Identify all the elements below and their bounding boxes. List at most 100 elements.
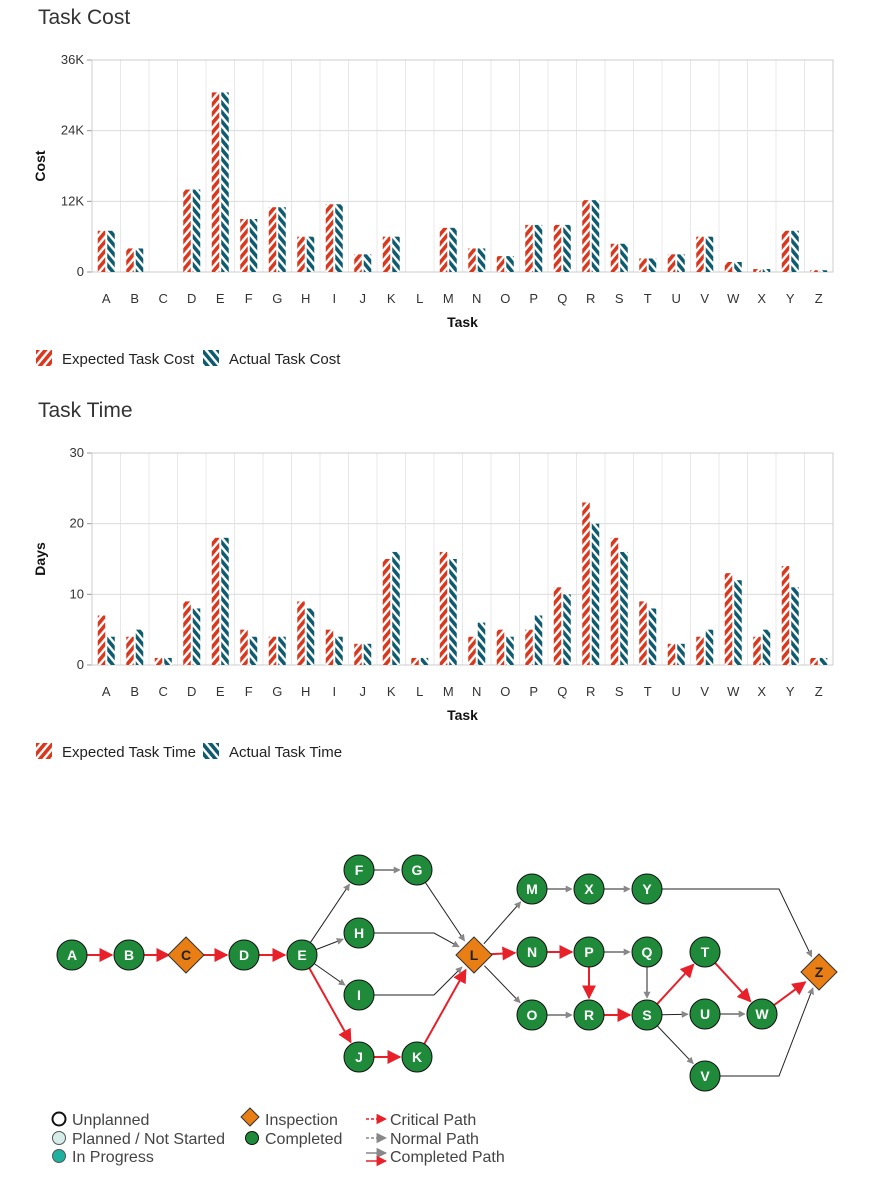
time-bar-expected[interactable] [97, 615, 106, 665]
cost-bar-actual[interactable] [734, 261, 742, 272]
cost-bar-actual[interactable] [278, 207, 286, 272]
time-bar-expected[interactable] [753, 636, 761, 665]
cost-bar-actual[interactable] [449, 227, 457, 272]
time-bar-expected[interactable] [696, 636, 704, 665]
time-bar-actual[interactable] [363, 643, 372, 665]
time-bar-actual[interactable] [449, 559, 457, 665]
time-bar-expected[interactable] [126, 636, 134, 665]
time-bar-actual[interactable] [791, 587, 799, 665]
cost-legend-swatch-1[interactable] [203, 350, 219, 366]
node-G[interactable]: G [401, 854, 433, 886]
cost-bar-expected[interactable] [382, 236, 391, 272]
edge-E-J[interactable] [308, 967, 352, 1044]
cost-bar-expected[interactable] [667, 254, 676, 272]
node-M[interactable]: M [516, 873, 548, 905]
cost-bar-expected[interactable] [97, 230, 106, 272]
cost-bar-actual[interactable] [249, 219, 258, 272]
time-bar-expected[interactable] [582, 502, 590, 665]
node-R[interactable]: R [573, 999, 605, 1031]
cost-bar-actual[interactable] [221, 92, 229, 272]
edge-E-F[interactable] [309, 883, 350, 943]
cost-bar-expected[interactable] [525, 224, 533, 272]
time-legend-label-1[interactable]: Actual Task Time [229, 744, 342, 761]
time-bar-expected[interactable] [610, 537, 619, 665]
cost-bar-expected[interactable] [553, 224, 562, 272]
node-N[interactable]: N [516, 936, 548, 968]
cost-bar-expected[interactable] [240, 219, 248, 272]
cost-bar-expected[interactable] [781, 230, 790, 272]
cost-legend-label-0[interactable]: Expected Task Cost [62, 351, 195, 368]
cost-bar-expected[interactable] [468, 248, 476, 272]
cost-bar-actual[interactable] [648, 258, 657, 272]
time-bar-expected[interactable] [354, 643, 362, 665]
node-X[interactable]: X [573, 873, 605, 905]
node-H[interactable]: H [343, 917, 375, 949]
node-O[interactable]: O [516, 999, 548, 1031]
edge-E-H[interactable] [315, 938, 344, 951]
edge-E-I[interactable] [313, 963, 346, 986]
time-bar-actual[interactable] [135, 629, 144, 665]
cost-bar-actual[interactable] [791, 230, 799, 272]
edge-L-N[interactable] [488, 946, 517, 961]
node-L[interactable]: L [455, 936, 493, 974]
edge-W-Z[interactable] [773, 981, 807, 1006]
time-bar-expected[interactable] [525, 629, 533, 665]
node-E[interactable]: E [286, 939, 318, 971]
cost-bar-actual[interactable] [591, 200, 600, 272]
time-bar-actual[interactable] [221, 537, 229, 665]
cost-bar-expected[interactable] [496, 256, 505, 272]
cost-bar-actual[interactable] [363, 254, 372, 272]
time-bar-expected[interactable] [439, 551, 448, 665]
edge-G-L[interactable] [424, 882, 465, 942]
time-bar-actual[interactable] [677, 643, 685, 665]
cost-bar-expected[interactable] [268, 207, 277, 272]
cost-bar-expected[interactable] [639, 258, 647, 272]
cost-bar-expected[interactable] [610, 243, 619, 272]
time-bar-actual[interactable] [534, 615, 543, 665]
edge-V-Z[interactable] [720, 987, 814, 1077]
time-bar-actual[interactable] [278, 636, 286, 665]
time-bar-expected[interactable] [553, 587, 562, 665]
time-bar-actual[interactable] [591, 523, 600, 665]
time-bar-expected[interactable] [154, 657, 163, 665]
time-bar-expected[interactable] [268, 636, 277, 665]
node-A[interactable]: A [56, 939, 88, 971]
time-bar-expected[interactable] [325, 629, 334, 665]
time-bar-actual[interactable] [306, 608, 315, 665]
node-I[interactable]: I [343, 979, 375, 1011]
node-K[interactable]: K [401, 1041, 433, 1073]
time-bar-actual[interactable] [192, 608, 201, 665]
edge-T-W[interactable] [714, 962, 752, 1003]
time-bar-actual[interactable] [620, 551, 628, 665]
cost-bar-actual[interactable] [477, 248, 486, 272]
cost-bar-expected[interactable] [211, 92, 220, 272]
time-bar-expected[interactable] [211, 537, 220, 665]
time-bar-actual[interactable] [705, 629, 714, 665]
edge-K-L[interactable] [423, 968, 467, 1045]
node-D[interactable]: D [228, 939, 260, 971]
time-bar-expected[interactable] [183, 601, 191, 665]
node-T[interactable]: T [689, 936, 721, 968]
time-bar-expected[interactable] [810, 657, 818, 665]
node-C[interactable]: C [167, 936, 205, 974]
time-bar-actual[interactable] [477, 622, 486, 665]
time-bar-actual[interactable] [420, 657, 429, 665]
node-Y[interactable]: Y [631, 873, 663, 905]
cost-bar-expected[interactable] [297, 236, 305, 272]
time-bar-actual[interactable] [734, 580, 742, 665]
time-bar-expected[interactable] [496, 629, 505, 665]
time-bar-actual[interactable] [335, 636, 343, 665]
cost-bar-actual[interactable] [534, 224, 543, 272]
time-bar-expected[interactable] [411, 657, 419, 665]
time-bar-actual[interactable] [563, 594, 571, 665]
edge-S-T[interactable] [656, 963, 695, 1005]
node-W[interactable]: W [746, 998, 778, 1030]
cost-bar-actual[interactable] [762, 269, 771, 272]
cost-bar-actual[interactable] [819, 270, 828, 272]
cost-legend-label-1[interactable]: Actual Task Cost [229, 351, 341, 368]
cost-bar-expected[interactable] [582, 200, 590, 272]
cost-bar-expected[interactable] [696, 236, 704, 272]
cost-legend-swatch-0[interactable] [36, 350, 52, 366]
time-bar-actual[interactable] [762, 629, 771, 665]
cost-bar-expected[interactable] [354, 254, 362, 272]
